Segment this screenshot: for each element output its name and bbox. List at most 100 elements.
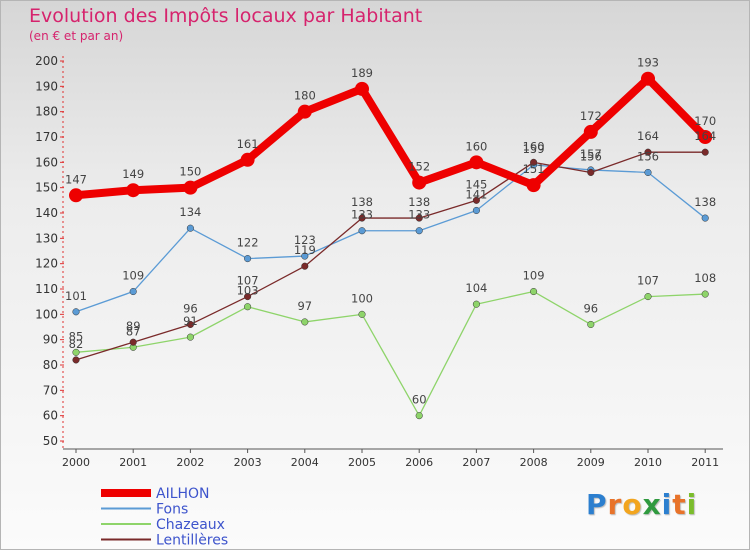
data-label: 122 bbox=[237, 236, 259, 250]
data-point bbox=[587, 168, 595, 177]
x-tick-label: 2003 bbox=[234, 456, 262, 469]
data-point bbox=[358, 310, 366, 318]
data-point bbox=[415, 227, 423, 235]
data-label: 156 bbox=[637, 149, 659, 163]
data-point bbox=[530, 158, 538, 166]
data-label: 172 bbox=[580, 109, 602, 123]
data-label: 133 bbox=[351, 208, 373, 222]
data-label: 100 bbox=[351, 291, 373, 305]
data-label: 109 bbox=[122, 269, 144, 283]
data-label: 141 bbox=[465, 187, 487, 201]
y-tick-label: 70 bbox=[43, 383, 58, 397]
data-point bbox=[644, 148, 652, 156]
x-tick-label: 2001 bbox=[119, 456, 147, 469]
data-point bbox=[701, 214, 709, 222]
series-line-lentillères bbox=[75, 151, 706, 361]
data-point bbox=[186, 333, 194, 341]
data-label: 138 bbox=[694, 195, 716, 209]
data-label: 96 bbox=[583, 301, 598, 315]
data-label: 109 bbox=[523, 269, 545, 283]
data-point bbox=[415, 214, 423, 222]
data-label: 159 bbox=[523, 142, 545, 156]
data-label: 85 bbox=[69, 329, 84, 343]
data-label: 189 bbox=[351, 66, 373, 80]
data-label: 138 bbox=[351, 195, 373, 209]
data-point bbox=[72, 356, 80, 364]
data-point bbox=[412, 175, 427, 190]
y-tick-label: 180 bbox=[35, 105, 58, 119]
data-label: 150 bbox=[179, 165, 201, 179]
data-label: 91 bbox=[183, 314, 198, 328]
data-label: 147 bbox=[65, 172, 87, 186]
data-label: 164 bbox=[694, 129, 716, 143]
data-point bbox=[701, 148, 709, 156]
data-point bbox=[701, 290, 709, 298]
y-tick-label: 190 bbox=[35, 79, 58, 93]
x-tick-label: 2006 bbox=[405, 456, 433, 469]
data-point bbox=[415, 412, 423, 420]
data-label: 160 bbox=[465, 139, 487, 153]
data-label: 107 bbox=[637, 274, 659, 288]
data-point bbox=[530, 287, 538, 296]
data-point bbox=[72, 308, 80, 316]
data-label: 170 bbox=[694, 114, 716, 128]
data-label: 193 bbox=[637, 56, 659, 70]
data-label: 134 bbox=[179, 205, 201, 219]
data-point bbox=[644, 293, 652, 301]
legend-label: Fons bbox=[156, 502, 188, 518]
data-point bbox=[526, 178, 541, 193]
data-label: 138 bbox=[408, 195, 430, 209]
y-tick-label: 140 bbox=[35, 206, 58, 220]
data-point bbox=[129, 338, 137, 346]
data-point bbox=[244, 293, 252, 301]
y-tick-label: 200 bbox=[35, 54, 58, 68]
y-tick-label: 170 bbox=[35, 130, 58, 144]
x-tick-label: 2004 bbox=[291, 456, 319, 469]
x-tick-label: 2011 bbox=[691, 456, 719, 469]
y-tick-label: 150 bbox=[35, 181, 58, 195]
data-point bbox=[240, 152, 255, 167]
data-point bbox=[126, 183, 141, 198]
data-label: 82 bbox=[69, 337, 84, 351]
data-label: 145 bbox=[465, 177, 487, 191]
data-point bbox=[469, 155, 484, 170]
data-label: 152 bbox=[408, 160, 430, 174]
data-point bbox=[355, 81, 369, 96]
data-point bbox=[186, 320, 194, 329]
data-point bbox=[587, 320, 595, 329]
data-label: 157 bbox=[580, 147, 602, 161]
data-point bbox=[244, 303, 252, 311]
data-label: 87 bbox=[126, 324, 141, 338]
series-line-fons bbox=[75, 164, 706, 313]
x-tick-label: 2000 bbox=[62, 456, 90, 469]
data-label: 160 bbox=[523, 139, 545, 153]
data-label: 108 bbox=[694, 271, 716, 285]
data-point bbox=[698, 130, 713, 144]
chart-title: Evolution des Impôts locaux par Habitant bbox=[29, 5, 423, 27]
data-point bbox=[472, 300, 480, 308]
data-label: 96 bbox=[183, 301, 198, 315]
data-point bbox=[244, 255, 252, 263]
x-tick-label: 2007 bbox=[462, 456, 490, 469]
y-tick-label: 160 bbox=[35, 155, 58, 169]
data-point bbox=[186, 224, 194, 232]
x-tick-label: 2010 bbox=[634, 456, 662, 469]
data-point bbox=[472, 206, 480, 215]
x-tick-label: 2002 bbox=[176, 456, 204, 469]
legend-label: AILHON bbox=[156, 486, 210, 502]
data-point bbox=[358, 227, 366, 235]
data-label: 149 bbox=[122, 167, 144, 181]
series-line-chazeaux bbox=[75, 290, 706, 417]
data-point bbox=[472, 196, 480, 204]
y-tick-label: 80 bbox=[43, 358, 58, 372]
data-point bbox=[583, 124, 598, 139]
y-tick-label: 110 bbox=[35, 282, 58, 296]
y-tick-label: 90 bbox=[43, 333, 58, 347]
data-label: 161 bbox=[237, 137, 259, 151]
y-tick-label: 130 bbox=[35, 231, 58, 245]
x-tick-label: 2008 bbox=[520, 456, 548, 469]
data-label: 164 bbox=[637, 129, 659, 143]
data-label: 101 bbox=[65, 289, 87, 303]
y-tick-label: 100 bbox=[35, 307, 58, 321]
